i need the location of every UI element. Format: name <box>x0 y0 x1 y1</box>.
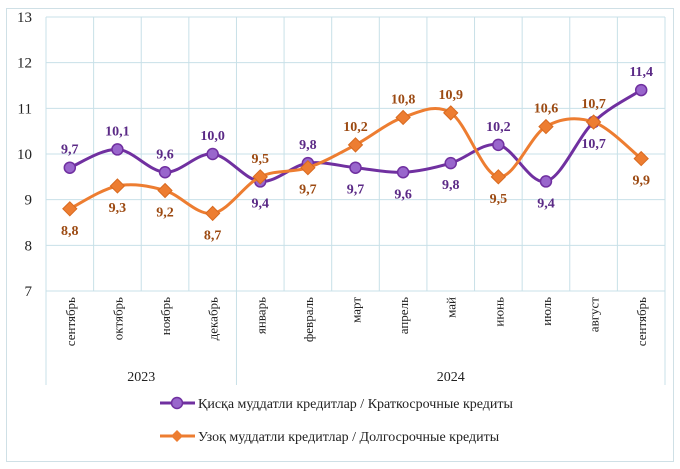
data-label: 8,8 <box>61 224 79 239</box>
data-label: 10,7 <box>581 137 606 152</box>
data-label: 9,6 <box>394 187 412 202</box>
data-label: 9,7 <box>299 183 317 198</box>
data-point <box>347 137 364 153</box>
y-tick-label: 13 <box>17 10 32 26</box>
data-point <box>300 159 316 176</box>
data-label: 10,1 <box>105 124 130 139</box>
x-tick-label: февраль <box>301 297 316 342</box>
legend-marker <box>170 396 184 410</box>
y-tick-label: 9 <box>25 193 33 209</box>
x-tick-label: август <box>587 297 602 333</box>
data-point <box>109 178 126 194</box>
data-label: 10,0 <box>200 129 225 144</box>
data-point <box>395 109 411 126</box>
x-tick-label: сентябрь <box>634 297 649 346</box>
data-label: 9,2 <box>156 206 174 221</box>
data-label: 9,8 <box>442 178 460 193</box>
x-tick-label: июль <box>539 297 554 326</box>
data-point <box>157 182 173 199</box>
data-point <box>444 156 457 170</box>
x-tick-label: ноябрь <box>158 297 173 335</box>
data-label: 8,7 <box>204 228 222 243</box>
data-point <box>490 169 507 185</box>
data-label: 9,5 <box>490 192 508 207</box>
legend-marker <box>171 430 183 442</box>
data-point <box>492 138 505 152</box>
chart-frame <box>6 8 674 462</box>
y-tick-label: 11 <box>18 101 32 117</box>
data-label: 9,4 <box>537 196 555 211</box>
x-tick-label: май <box>444 297 459 318</box>
data-label: 9,9 <box>632 174 650 189</box>
x-tick-label: октябрь <box>110 297 125 340</box>
data-label: 10,2 <box>343 120 368 135</box>
data-point <box>396 166 410 179</box>
x-tick-label: март <box>349 297 364 323</box>
year-label: 2024 <box>437 370 465 385</box>
data-label: 9,8 <box>299 138 317 153</box>
x-tick-label: декабрь <box>206 297 221 340</box>
data-point <box>111 143 124 156</box>
data-point <box>206 147 219 161</box>
data-label: 9,3 <box>109 201 127 216</box>
data-point <box>204 205 221 222</box>
data-label: 10,6 <box>534 102 559 117</box>
data-point <box>634 83 648 97</box>
data-label: 9,6 <box>156 147 174 162</box>
data-point <box>443 105 459 121</box>
y-tick-label: 7 <box>25 284 33 300</box>
data-label: 10,9 <box>438 88 463 103</box>
data-label: 9,4 <box>252 196 270 211</box>
year-label: 2023 <box>127 370 155 385</box>
data-label: 9,7 <box>347 183 365 198</box>
data-label: 11,4 <box>629 65 653 80</box>
data-point <box>539 175 553 188</box>
y-tick-label: 8 <box>25 238 33 254</box>
data-label: 10,2 <box>486 120 511 135</box>
data-label: 10,8 <box>391 92 416 107</box>
data-point <box>252 169 268 185</box>
data-point <box>633 150 649 167</box>
data-point <box>158 166 172 179</box>
data-point <box>538 118 554 135</box>
data-label: 9,5 <box>252 152 270 167</box>
y-tick-label: 10 <box>17 147 32 163</box>
x-tick-label: сентябрь <box>63 297 78 346</box>
data-point <box>349 161 362 174</box>
y-tick-label: 12 <box>17 56 32 72</box>
x-tick-label: июнь <box>491 297 506 327</box>
x-tick-label: апрель <box>396 297 411 334</box>
data-label: 9,7 <box>61 143 79 158</box>
data-label: 10,7 <box>581 97 606 112</box>
data-point <box>62 201 78 217</box>
x-tick-label: январь <box>253 297 268 334</box>
data-point <box>63 161 77 174</box>
data-point <box>585 114 602 130</box>
legend-label: Узоқ муддатли кредитлар / Долгосрочные к… <box>198 430 500 445</box>
legend-label: Қисқа муддатли кредитлар / Краткосрочные… <box>198 397 514 412</box>
